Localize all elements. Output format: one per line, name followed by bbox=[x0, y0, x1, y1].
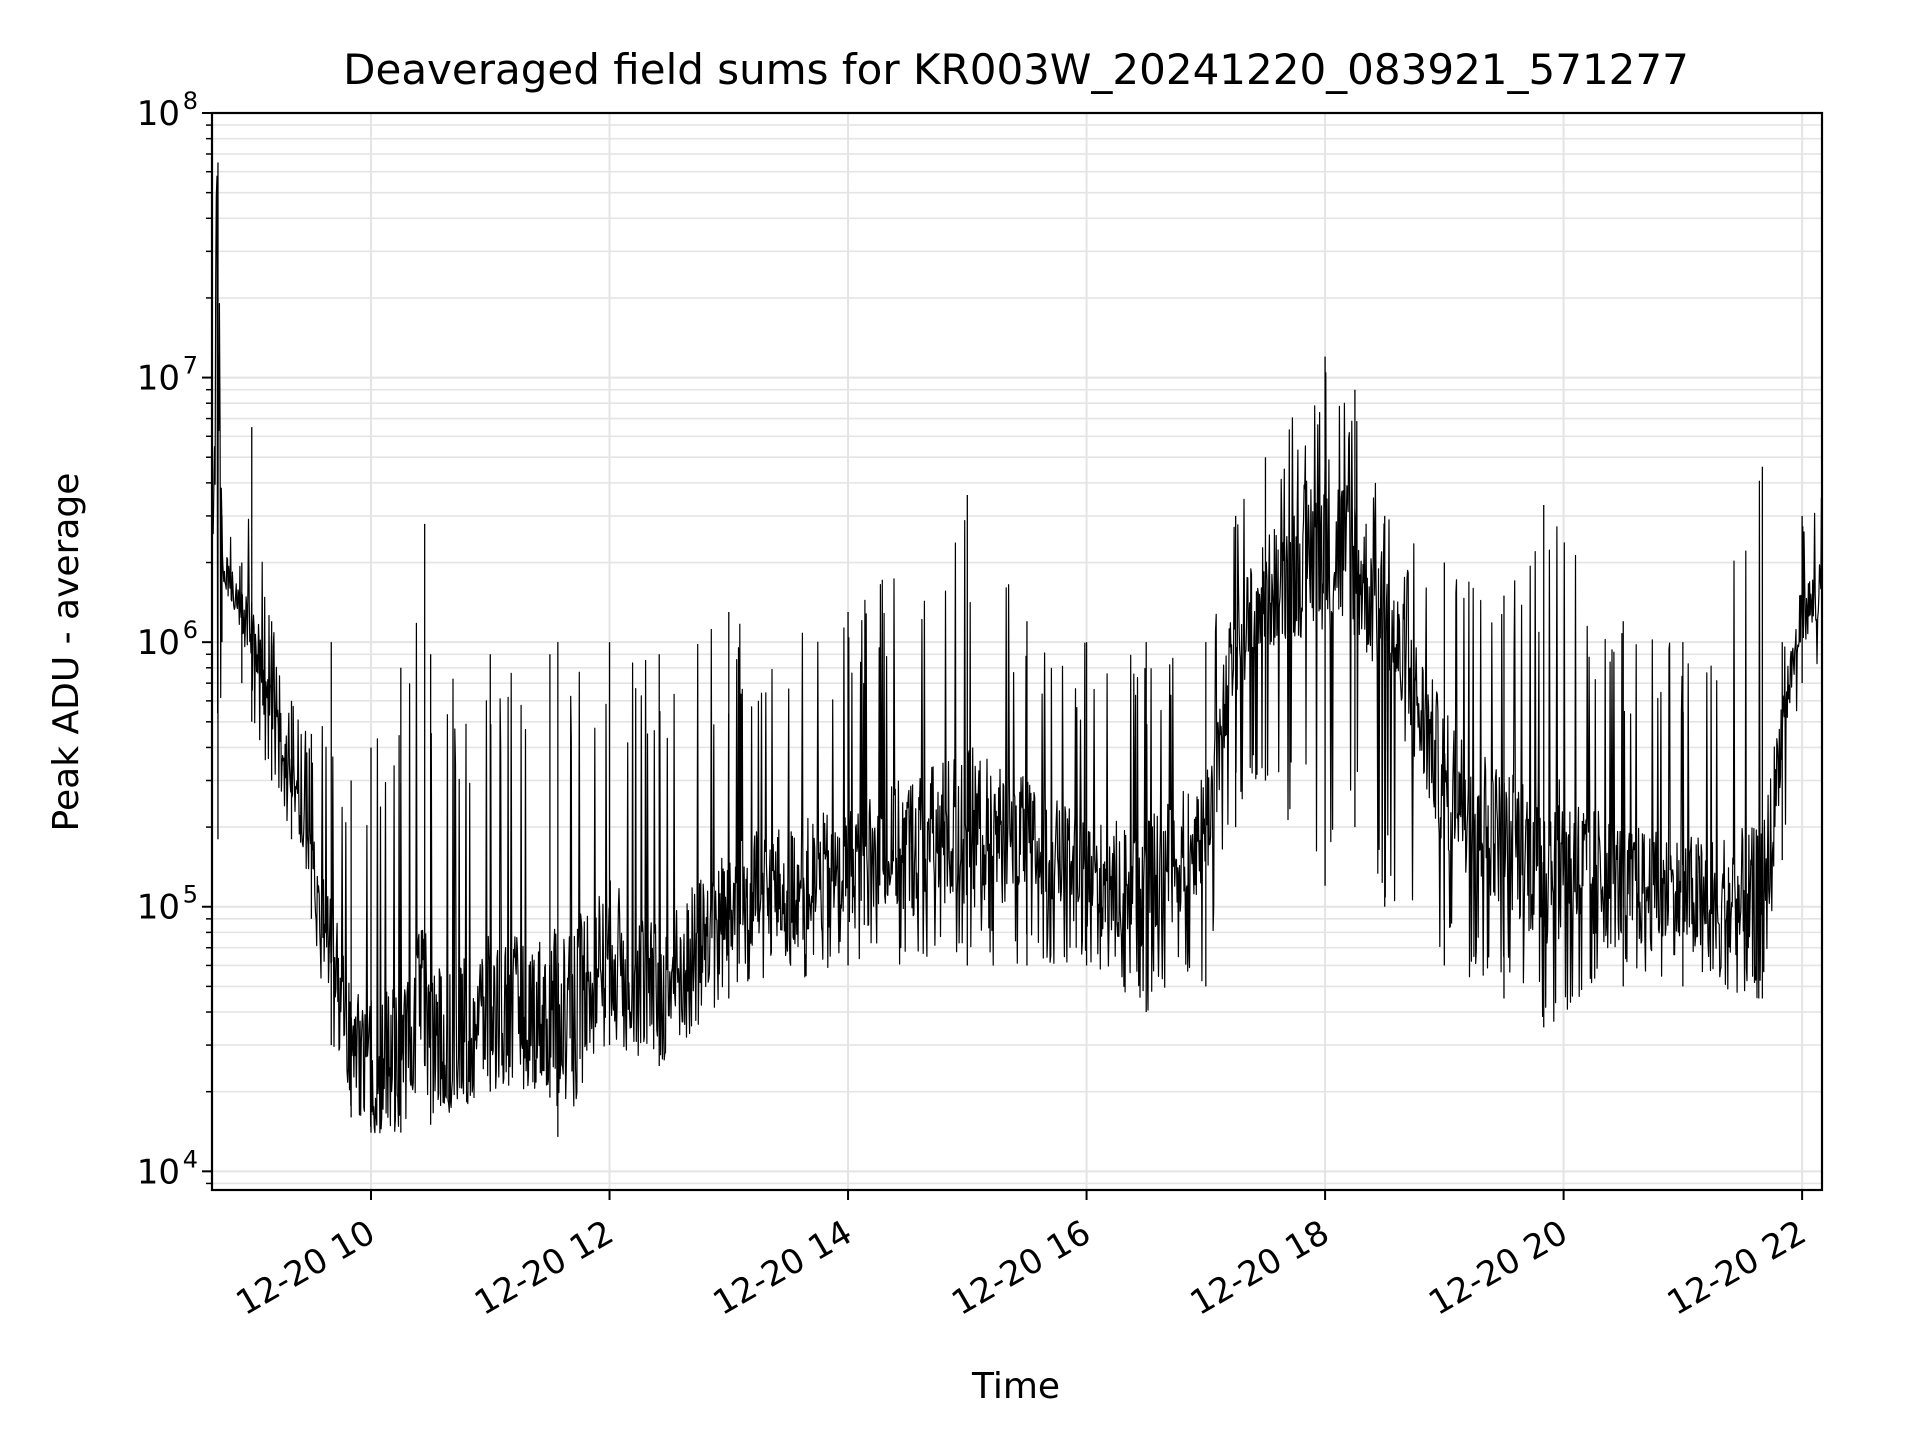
chart-title: Deaveraged field sums for KR003W_2024122… bbox=[343, 45, 1689, 94]
y-tick-exponent: 4 bbox=[183, 1145, 198, 1173]
y-tick-label: 10 bbox=[137, 888, 180, 928]
plot-frame bbox=[210, 111, 1824, 1192]
x-axis-label: Time bbox=[971, 1366, 1060, 1407]
series-trace bbox=[211, 175, 1823, 1134]
y-tick-label: 10 bbox=[137, 359, 180, 399]
y-tick-exponent: 7 bbox=[183, 352, 198, 380]
y-tick-label: 10 bbox=[137, 94, 180, 134]
y-tick-label: 10 bbox=[137, 1152, 180, 1192]
y-axis-label: Peak ADU - average bbox=[46, 473, 87, 832]
y-tick-exponent: 5 bbox=[183, 881, 198, 909]
y-tick-exponent: 8 bbox=[183, 87, 198, 115]
y-tick-exponent: 6 bbox=[183, 616, 198, 644]
y-tick-label: 10 bbox=[137, 623, 180, 663]
